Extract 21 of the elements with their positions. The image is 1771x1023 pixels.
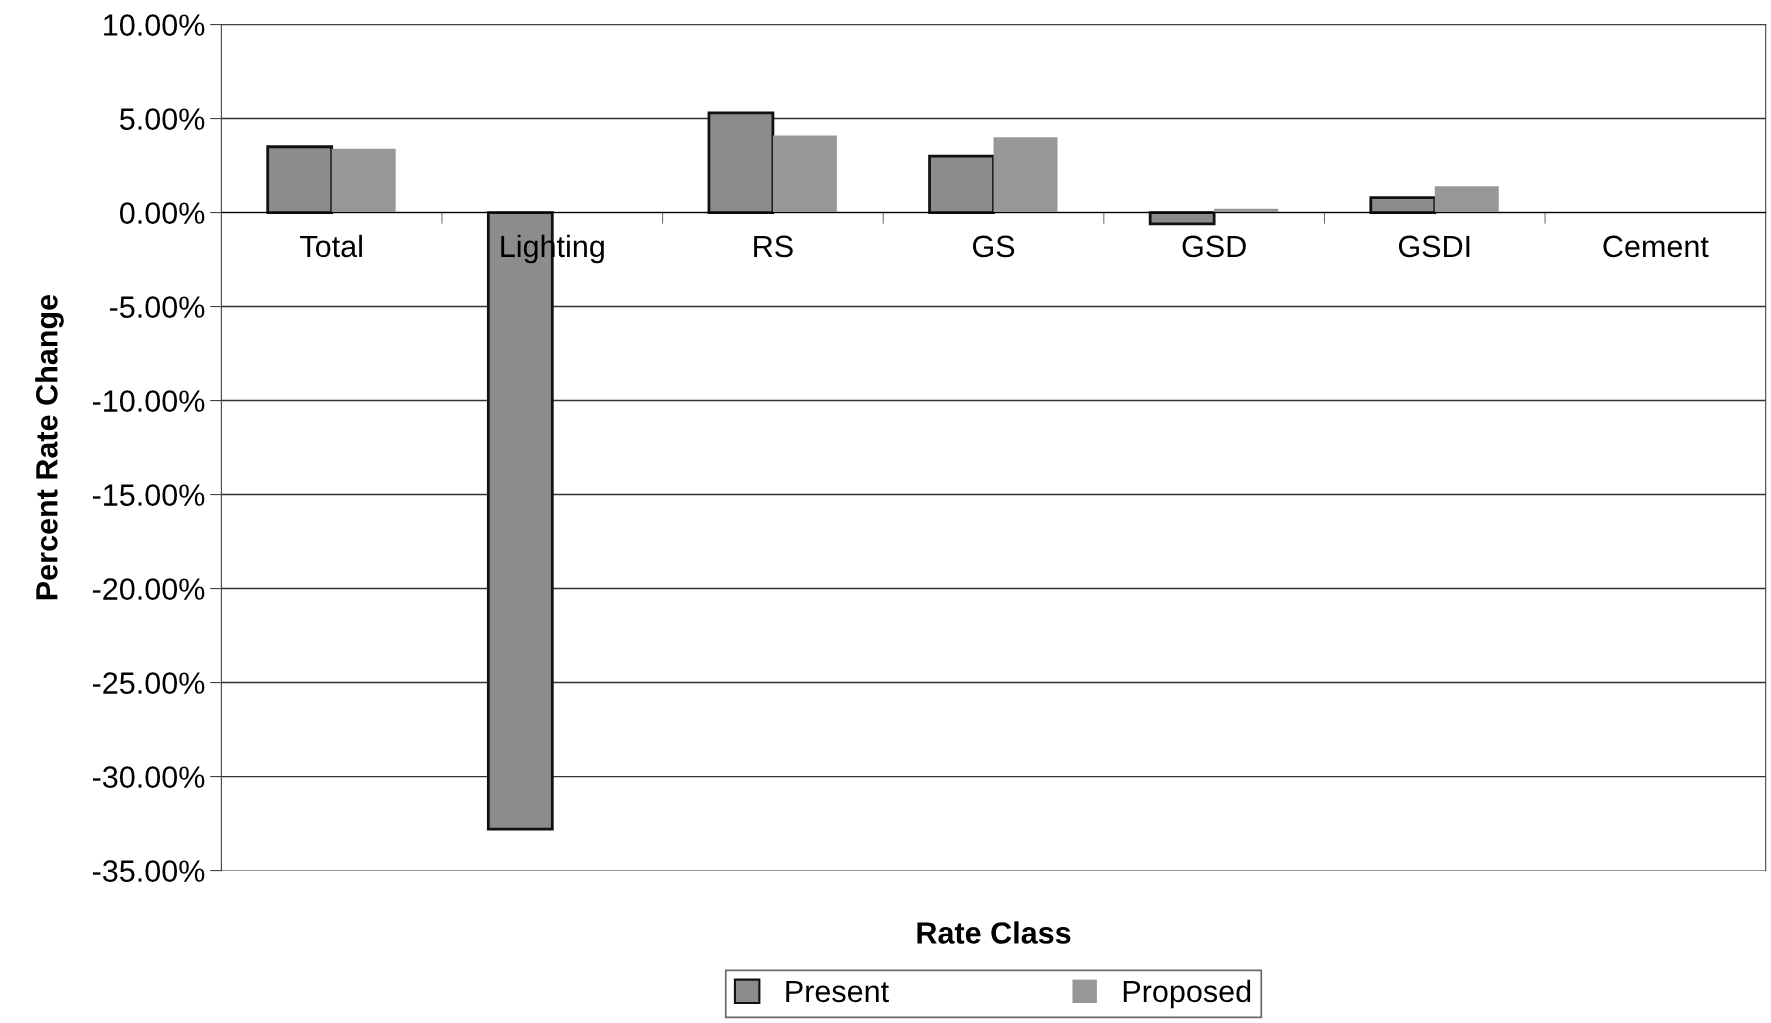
legend-label: Present bbox=[786, 980, 889, 1003]
y-tick-label: 5.00% bbox=[119, 108, 205, 130]
y-tick-label: -15.00% bbox=[92, 484, 205, 506]
y-tick-label: -25.00% bbox=[92, 672, 205, 694]
x-tick-label: Lighting bbox=[501, 234, 604, 264]
y-axis-title: Percent Rate Change bbox=[35, 294, 64, 600]
y-tick-label: -10.00% bbox=[92, 390, 205, 412]
y-tick-label: 10.00% bbox=[104, 14, 205, 36]
y-tick-label: -30.00% bbox=[92, 766, 205, 788]
x-tick-label: GSD bbox=[1182, 235, 1246, 258]
x-tick-label: Cement bbox=[1603, 235, 1709, 258]
x-tick-label: RS bbox=[754, 235, 793, 258]
y-tick-label: -5.00% bbox=[109, 296, 205, 318]
y-tick-label: -35.00% bbox=[92, 860, 205, 882]
y-tick-label: -20.00% bbox=[92, 578, 205, 600]
x-axis-title: Rate Class bbox=[917, 921, 1071, 944]
legend-label: Proposed bbox=[1123, 979, 1251, 1009]
x-tick-label: Total bbox=[300, 234, 362, 258]
y-tick-label: 0.00% bbox=[119, 202, 205, 224]
x-tick-label: GS bbox=[972, 235, 1015, 258]
x-tick-label: GSDI bbox=[1398, 235, 1470, 258]
